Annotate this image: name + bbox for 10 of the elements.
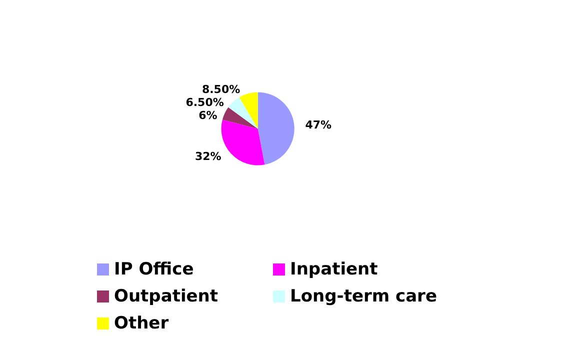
- legend-label: Inpatient: [290, 260, 378, 280]
- legend-label: Other: [114, 314, 170, 334]
- data-label: 47%: [305, 118, 332, 132]
- data-label: 6.50%: [186, 96, 224, 110]
- legend-label: Long-term care: [290, 286, 437, 306]
- legend-label: Outpatient: [114, 286, 218, 306]
- legend-label: IP Office: [114, 260, 194, 280]
- data-label: 8.50%: [202, 83, 240, 96]
- data-label: 6%: [198, 109, 218, 122]
- data-label: 32%: [194, 150, 222, 164]
